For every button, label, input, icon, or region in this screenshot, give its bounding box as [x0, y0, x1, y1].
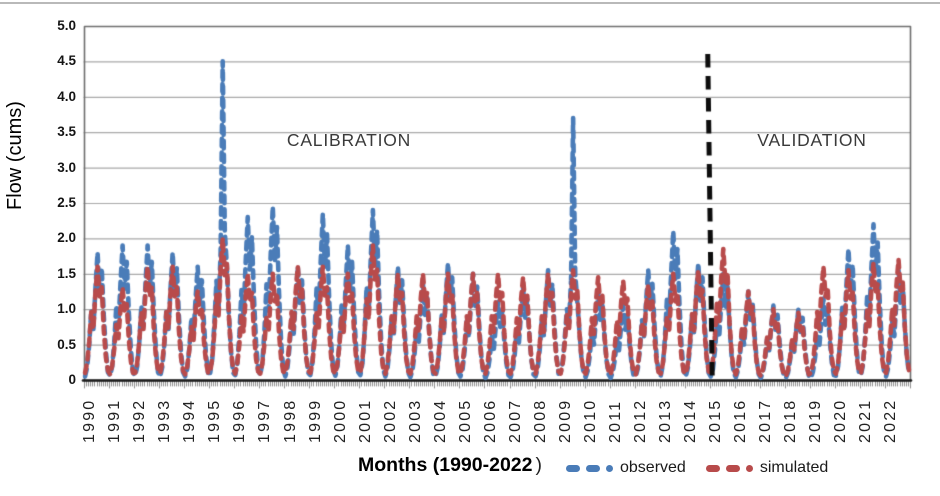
x-year-label: 2001: [356, 398, 374, 443]
x-year-label: 2019: [807, 398, 825, 443]
x-year-label: 2021: [857, 398, 875, 443]
observed-line-icon: [566, 464, 613, 472]
y-tick-label: 1.5: [57, 265, 76, 281]
observed-dash-icon: [566, 464, 580, 472]
y-tick-label: 4.0: [57, 88, 76, 104]
y-tick-label: 2.5: [57, 195, 76, 210]
x-year-label: 1996: [231, 398, 249, 443]
observed-dash-icon: [586, 464, 600, 472]
y-tick-label: 4.5: [57, 53, 76, 69]
x-axis-title-paren: ): [535, 454, 542, 476]
x-year-label: 2004: [431, 398, 449, 443]
x-year-label: 2007: [506, 398, 524, 443]
simulated-line-icon: [705, 464, 753, 472]
y-tick-label: 5.0: [57, 18, 76, 33]
validation-label: VALIDATION: [757, 130, 867, 150]
x-year-label: 2022: [882, 398, 900, 443]
x-year-label: 2003: [406, 398, 424, 443]
x-year-label: 1991: [106, 398, 124, 443]
x-year-label: 2009: [556, 398, 574, 443]
y-axis-title: Flow (cums): [4, 101, 26, 210]
x-year-label: 2008: [531, 398, 549, 443]
x-year-label: 2020: [832, 398, 850, 443]
y-tick-label: 3.0: [57, 159, 76, 175]
x-year-label: 2018: [782, 398, 800, 443]
legend-observed-label: observed: [620, 459, 686, 476]
x-year-label: 1998: [281, 398, 299, 443]
x-year-label: 1999: [306, 398, 324, 443]
simulated-dot-icon: [745, 464, 753, 472]
x-year-label: 2017: [757, 398, 775, 443]
y-tick-label: 0.5: [57, 336, 76, 352]
observed-dot-icon: [606, 464, 613, 472]
x-axis-title-text: Months (1990-2022: [358, 454, 533, 476]
x-year-label: 1992: [131, 398, 149, 443]
y-tick-label: 0: [68, 372, 76, 387]
y-tick-label: 2.0: [57, 230, 76, 246]
x-year-label: 2006: [481, 398, 499, 443]
x-year-label: 2012: [631, 398, 649, 443]
x-year-label: 1994: [181, 398, 199, 443]
x-year-label: 2016: [732, 398, 750, 443]
simulated-dash-icon: [705, 464, 720, 472]
chart-legend: observed simulated: [566, 459, 828, 477]
x-year-label: 2015: [707, 398, 724, 443]
x-year-label: 1995: [206, 398, 224, 443]
x-year-label: 2011: [606, 399, 624, 443]
x-year-label: 1993: [156, 398, 174, 443]
legend-simulated-label: simulated: [759, 459, 829, 476]
y-tick-label: 3.5: [57, 124, 76, 140]
x-year-label: 1990: [81, 398, 99, 443]
x-year-label: 2013: [656, 398, 674, 443]
x-year-label: 1997: [256, 398, 274, 443]
y-tick-label: 1.0: [57, 301, 76, 317]
x-year-label: 2002: [381, 398, 399, 443]
x-year-label: 2010: [581, 398, 599, 443]
calibration-label: CALIBRATION: [286, 130, 412, 150]
x-year-label: 2014: [681, 398, 699, 443]
simulated-dash-icon: [725, 464, 740, 472]
x-year-label: 2000: [331, 398, 349, 443]
x-axis-title: Months (1990-2022): [358, 454, 542, 477]
x-year-label: 2005: [456, 398, 474, 443]
